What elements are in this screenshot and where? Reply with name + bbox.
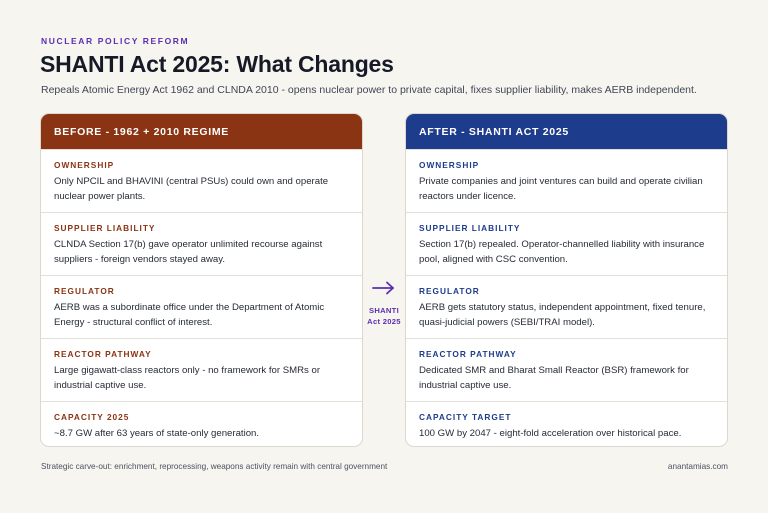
before-row-regulator: REGULATOR AERB was a subordinate office …: [41, 275, 362, 338]
connector-label-line1: SHANTI: [368, 306, 400, 315]
after-row-reactor-pathway: REACTOR PATHWAY Dedicated SMR and Bharat…: [406, 338, 727, 401]
row-label: REGULATOR: [419, 286, 480, 296]
source-credit: anantamias.com: [667, 462, 728, 471]
after-panel: AFTER - SHANTI ACT 2025 OWNERSHIP Privat…: [405, 113, 728, 447]
row-text: Only NPCIL and BHAVINI (central PSUs) co…: [54, 176, 329, 202]
row-label: REACTOR PATHWAY: [419, 349, 517, 359]
connector-label-line2: Act 2025: [367, 317, 401, 326]
row-label: REACTOR PATHWAY: [54, 349, 152, 359]
row-text: 100 GW by 2047 - eight-fold acceleration…: [419, 428, 682, 439]
row-text: ~8.7 GW after 63 years of state-only gen…: [54, 428, 260, 439]
row-text: Dedicated SMR and Bharat Small Reactor (…: [419, 365, 689, 391]
row-label: SUPPLIER LIABILITY: [419, 223, 521, 233]
connector-label: SHANTI Act 2025: [363, 305, 405, 327]
row-text: Section 17(b) repealed. Operator-channel…: [419, 239, 705, 265]
transition-connector: SHANTI Act 2025: [363, 280, 405, 327]
row-text: AERB was a subordinate office under the …: [54, 302, 325, 328]
before-row-capacity: CAPACITY 2025 ~8.7 GW after 63 years of …: [41, 401, 362, 446]
footnote: Strategic carve-out: enrichment, reproce…: [41, 462, 388, 471]
row-text: Large gigawatt-class reactors only - no …: [54, 365, 321, 391]
before-row-ownership: OWNERSHIP Only NPCIL and BHAVINI (centra…: [41, 149, 362, 212]
row-label: CAPACITY TARGET: [419, 412, 512, 422]
row-label: OWNERSHIP: [54, 160, 115, 170]
row-label: OWNERSHIP: [419, 160, 480, 170]
row-text: Private companies and joint ventures can…: [419, 176, 703, 202]
row-text: CLNDA Section 17(b) gave operator unlimi…: [54, 239, 323, 265]
page-title: SHANTI Act 2025: What Changes: [40, 51, 394, 77]
eyebrow: NUCLEAR POLICY REFORM: [41, 36, 190, 46]
row-label: CAPACITY 2025: [54, 412, 130, 422]
page-subtitle: Repeals Atomic Energy Act 1962 and CLNDA…: [41, 84, 697, 96]
after-panel-header: AFTER - SHANTI ACT 2025: [406, 114, 727, 149]
after-row-regulator: REGULATOR AERB gets statutory status, in…: [406, 275, 727, 338]
before-row-supplier-liability: SUPPLIER LIABILITY CLNDA Section 17(b) g…: [41, 212, 362, 275]
row-label: REGULATOR: [54, 286, 115, 296]
before-panel: BEFORE - 1962 + 2010 REGIME OWNERSHIP On…: [40, 113, 363, 447]
before-row-reactor-pathway: REACTOR PATHWAY Large gigawatt-class rea…: [41, 338, 362, 401]
after-row-capacity: CAPACITY TARGET 100 GW by 2047 - eight-f…: [406, 401, 727, 446]
row-label: SUPPLIER LIABILITY: [54, 223, 156, 233]
after-row-supplier-liability: SUPPLIER LIABILITY Section 17(b) repeale…: [406, 212, 727, 275]
row-text: AERB gets statutory status, independent …: [419, 302, 706, 328]
after-row-ownership: OWNERSHIP Private companies and joint ve…: [406, 149, 727, 212]
arrow-right-icon: [363, 280, 405, 296]
before-panel-header: BEFORE - 1962 + 2010 REGIME: [41, 114, 362, 149]
